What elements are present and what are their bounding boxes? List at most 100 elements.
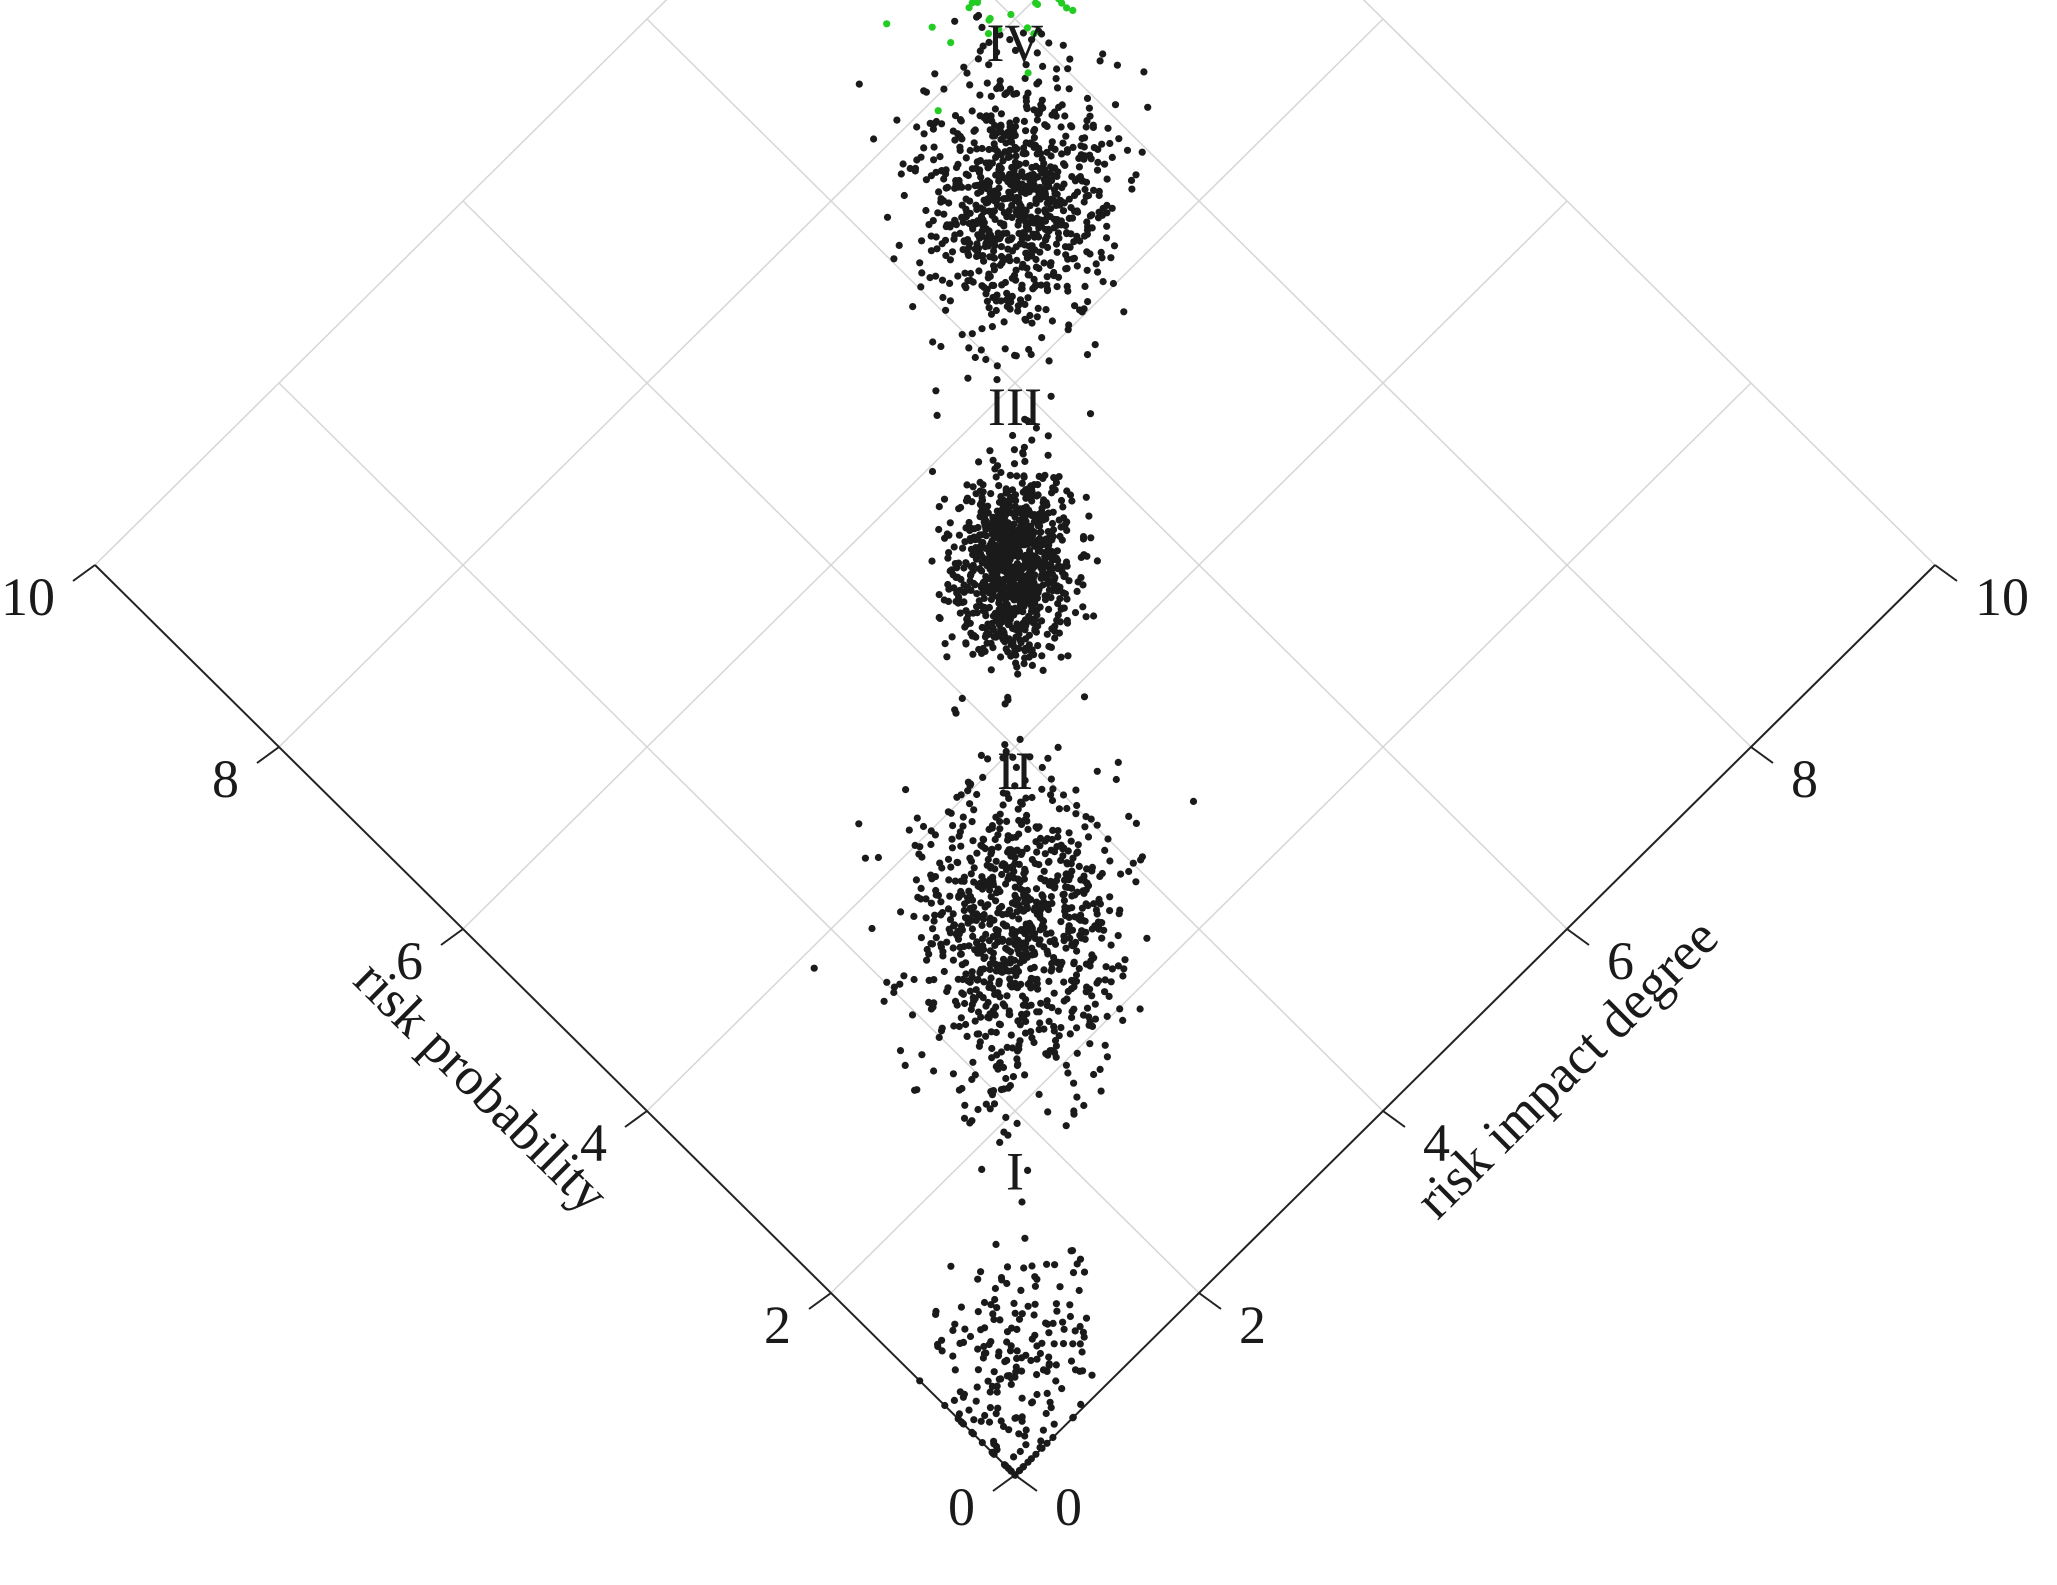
scatter-point <box>1052 1300 1060 1308</box>
scatter-point <box>965 251 973 259</box>
scatter-point <box>1033 80 1041 88</box>
scatter-point <box>977 1326 985 1334</box>
scatter-point <box>1001 278 1010 287</box>
scatter-point <box>1065 321 1073 329</box>
scatter-point <box>979 644 987 653</box>
scatter-point <box>974 217 982 225</box>
scatter-point <box>975 0 982 2</box>
scatter-point <box>1042 235 1050 243</box>
scatter-point <box>1037 1437 1045 1445</box>
scatter-point <box>990 633 998 641</box>
scatter-point <box>1033 150 1041 158</box>
scatter-point <box>1018 1367 1026 1375</box>
scatter-point <box>992 614 1000 623</box>
scatter-point <box>1006 552 1015 560</box>
scatter-point <box>1004 621 1013 629</box>
scatter-point <box>955 1086 964 1094</box>
scatter-point <box>1038 785 1046 793</box>
scatter-point <box>958 694 966 703</box>
scatter-point <box>1069 977 1077 985</box>
scatter-point <box>1014 805 1022 813</box>
scatter-point <box>962 170 970 178</box>
scatter-point <box>999 955 1008 963</box>
scatter-point <box>902 786 910 794</box>
scatter-point <box>938 1024 946 1032</box>
scatter-point <box>1097 248 1105 256</box>
scatter-point <box>962 154 970 162</box>
scatter-point <box>1002 485 1010 493</box>
scatter-point <box>984 29 993 38</box>
scatter-point <box>1107 941 1115 949</box>
scatter-point <box>1004 592 1013 600</box>
scatter-point <box>913 123 921 131</box>
scatter-point <box>1088 224 1096 232</box>
scatter-point <box>1050 848 1059 856</box>
scatter-point <box>988 1044 996 1053</box>
scatter-point <box>1044 858 1052 866</box>
scatter-point <box>920 144 928 152</box>
scatter-point <box>1013 472 1021 480</box>
scatter-point <box>1006 146 1014 154</box>
scatter-point <box>1009 431 1017 440</box>
scatter-point <box>982 625 991 633</box>
scatter-point <box>1035 1090 1043 1098</box>
scatter-point <box>1045 642 1053 651</box>
scatter-point <box>1001 576 1009 584</box>
scatter-point <box>970 864 978 872</box>
scatter-point <box>980 978 988 986</box>
scatter-point <box>1107 978 1115 986</box>
scatter-series-1 <box>883 0 1077 115</box>
scatter-point <box>1021 1234 1029 1242</box>
scatter-point <box>1033 611 1041 619</box>
scatter-point <box>1028 793 1036 802</box>
scatter-point <box>994 885 1002 893</box>
scatter-point <box>995 482 1003 490</box>
scatter-point <box>935 591 943 599</box>
scatter-point <box>978 23 986 31</box>
scatter-point <box>1067 230 1075 238</box>
scatter-point <box>1006 1082 1015 1090</box>
probability-tick-label-2: 2 <box>764 1295 791 1355</box>
scatter-point <box>964 183 972 191</box>
scatter-point <box>1005 253 1013 261</box>
scatter-point <box>1083 351 1092 359</box>
scatter-point <box>953 589 961 597</box>
scatter-point <box>897 908 905 916</box>
scatter-point <box>993 48 1001 56</box>
scatter-point <box>944 183 952 191</box>
scatter-point <box>947 809 955 817</box>
scatter-point <box>999 254 1007 263</box>
scatter-point <box>1087 534 1095 542</box>
scatter-point <box>979 835 987 843</box>
scatter-point <box>1070 238 1078 246</box>
scatter-point <box>1021 943 1029 951</box>
scatter-point <box>960 877 968 885</box>
scatter-point <box>966 239 974 247</box>
scatter-point <box>1049 785 1057 793</box>
scatter-point <box>1040 557 1048 565</box>
scatter-point <box>1085 104 1093 112</box>
scatter-point <box>1052 75 1060 83</box>
scatter-point <box>935 525 943 534</box>
scatter-point <box>1015 526 1023 534</box>
scatter-point <box>1013 1347 1021 1355</box>
scatter-point <box>855 820 863 828</box>
scatter-point <box>1011 979 1019 988</box>
scatter-point <box>978 179 986 187</box>
scatter-point <box>940 596 948 604</box>
scatter-point <box>1081 823 1089 831</box>
scatter-point <box>918 237 926 245</box>
scatter-point <box>1026 488 1034 496</box>
scatter-point <box>1086 410 1095 418</box>
scatter-point <box>940 175 948 183</box>
scatter-point <box>951 112 960 120</box>
scatter-point <box>968 1075 976 1084</box>
scatter-point <box>988 845 996 853</box>
scatter-point <box>944 855 953 863</box>
scatter-point <box>992 1442 1001 1451</box>
scatter-point <box>1017 980 1025 988</box>
scatter-point <box>1070 960 1078 968</box>
scatter-point <box>1032 197 1040 205</box>
scatter-point <box>896 1047 905 1055</box>
region-label-II: II <box>997 741 1033 801</box>
